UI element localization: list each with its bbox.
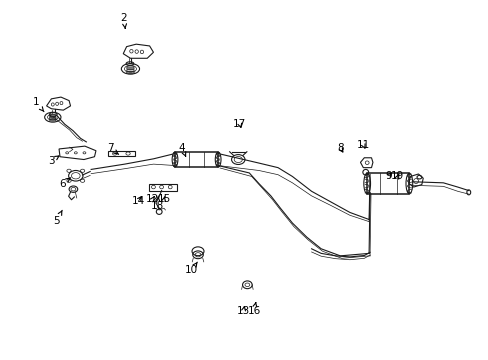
Text: 9: 9 xyxy=(384,171,391,181)
Text: 5: 5 xyxy=(53,210,62,226)
Text: 11: 11 xyxy=(356,140,369,150)
Text: 12: 12 xyxy=(145,194,159,204)
Text: 2: 2 xyxy=(120,13,127,28)
Text: 1: 1 xyxy=(33,98,44,112)
Text: 8: 8 xyxy=(336,143,343,153)
Text: 18: 18 xyxy=(150,196,163,211)
Text: 19: 19 xyxy=(390,171,404,181)
Text: 16: 16 xyxy=(247,302,260,315)
Text: 15: 15 xyxy=(157,194,170,204)
Text: 10: 10 xyxy=(185,262,198,275)
Text: 4: 4 xyxy=(179,143,185,156)
Text: 3: 3 xyxy=(48,156,59,166)
Text: 14: 14 xyxy=(131,196,144,206)
Text: 17: 17 xyxy=(233,118,246,129)
Text: 13: 13 xyxy=(236,306,250,315)
Text: 6: 6 xyxy=(59,178,71,189)
Text: 7: 7 xyxy=(107,143,119,154)
